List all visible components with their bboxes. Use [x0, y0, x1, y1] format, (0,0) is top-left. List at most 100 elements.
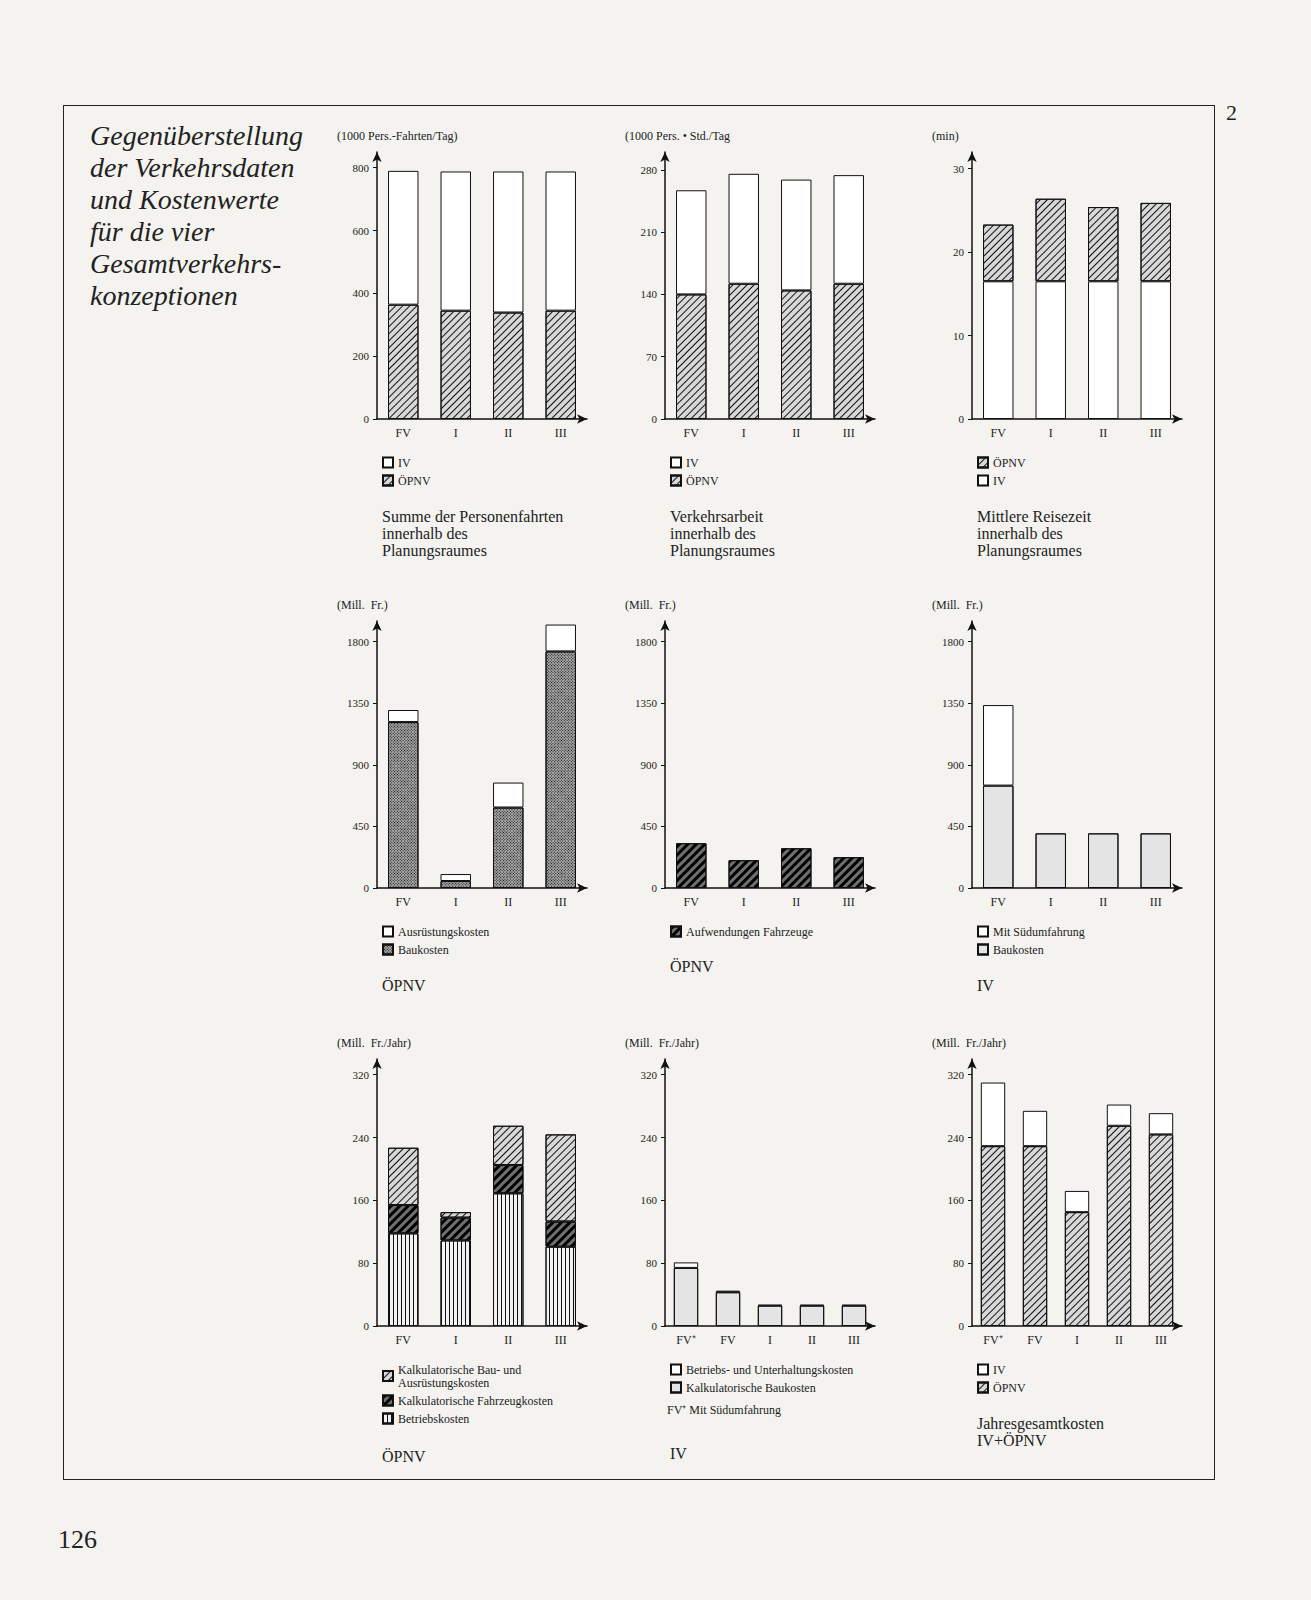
svg-text:160: 160 — [948, 1194, 965, 1206]
svg-text:Ausrüstungskosten: Ausrüstungskosten — [398, 1376, 489, 1390]
svg-text:I: I — [768, 1333, 772, 1347]
svg-text:1800: 1800 — [635, 636, 658, 648]
svg-text:210: 210 — [641, 226, 658, 238]
svg-text:II: II — [1115, 1333, 1123, 1347]
svg-text:Summe der Personenfahrten: Summe der Personenfahrten — [382, 508, 563, 525]
svg-text:160: 160 — [353, 1194, 370, 1206]
svg-text:Kalkulatorische Bau- und: Kalkulatorische Bau- und — [398, 1363, 521, 1377]
svg-text:innerhalb des: innerhalb des — [670, 525, 756, 542]
svg-text:10: 10 — [953, 330, 965, 342]
svg-text:Betriebskosten: Betriebskosten — [398, 1412, 469, 1426]
svg-text:FV: FV — [720, 1333, 736, 1347]
svg-text:III: III — [555, 895, 567, 909]
svg-text:FV⁺: FV⁺ — [983, 1333, 1002, 1347]
svg-text:IV: IV — [993, 1363, 1006, 1377]
svg-text:III: III — [1150, 895, 1162, 909]
svg-text:240: 240 — [948, 1132, 965, 1144]
svg-text:FV⁺ Mit Südumfahrung: FV⁺ Mit Südumfahrung — [667, 1403, 781, 1417]
svg-text:1350: 1350 — [942, 697, 965, 709]
svg-text:(Mill. Fr.): (Mill. Fr.) — [932, 598, 983, 612]
svg-text:70: 70 — [646, 351, 658, 363]
svg-text:I: I — [742, 895, 746, 909]
svg-text:Planungsraumes: Planungsraumes — [382, 542, 487, 560]
svg-text:(Mill. Fr./Jahr): (Mill. Fr./Jahr) — [337, 1036, 411, 1050]
svg-text:Aufwendungen Fahrzeuge: Aufwendungen Fahrzeuge — [686, 925, 813, 939]
svg-text:Baukosten: Baukosten — [398, 943, 449, 957]
svg-text:900: 900 — [641, 759, 658, 771]
svg-text:I: I — [454, 895, 458, 909]
svg-text:0: 0 — [364, 1320, 370, 1332]
svg-text:80: 80 — [646, 1257, 658, 1269]
svg-text:II: II — [504, 1333, 512, 1347]
svg-text:I: I — [1049, 895, 1053, 909]
svg-text:200: 200 — [353, 350, 370, 362]
svg-text:900: 900 — [353, 759, 370, 771]
svg-text:III: III — [843, 426, 855, 440]
svg-text:Planungsraumes: Planungsraumes — [977, 542, 1082, 560]
svg-text:II: II — [1099, 895, 1107, 909]
svg-text:II: II — [504, 895, 512, 909]
svg-text:ÖPNV: ÖPNV — [686, 474, 719, 488]
svg-text:240: 240 — [353, 1132, 370, 1144]
svg-text:IV: IV — [398, 456, 411, 470]
svg-text:I: I — [1049, 426, 1053, 440]
svg-text:20: 20 — [953, 246, 965, 258]
svg-text:900: 900 — [948, 759, 965, 771]
svg-text:FV: FV — [991, 895, 1007, 909]
svg-text:450: 450 — [948, 820, 965, 832]
svg-text:III: III — [848, 1333, 860, 1347]
svg-text:0: 0 — [364, 413, 370, 425]
svg-text:II: II — [792, 426, 800, 440]
svg-text:320: 320 — [353, 1069, 370, 1081]
svg-text:Jahresgesamtkosten: Jahresgesamtkosten — [977, 1415, 1104, 1433]
svg-text:ÖPNV: ÖPNV — [670, 958, 714, 975]
svg-text:280: 280 — [641, 164, 658, 176]
svg-text:0: 0 — [364, 882, 370, 894]
svg-text:I: I — [1075, 1333, 1079, 1347]
svg-text:II: II — [1099, 426, 1107, 440]
svg-text:(Mill. Fr.): (Mill. Fr.) — [625, 598, 676, 612]
svg-text:ÖPNV: ÖPNV — [993, 1381, 1026, 1395]
svg-text:ÖPNV: ÖPNV — [993, 456, 1026, 470]
svg-text:III: III — [555, 426, 567, 440]
svg-text:450: 450 — [353, 820, 370, 832]
svg-text:(Mill. Fr./Jahr): (Mill. Fr./Jahr) — [932, 1036, 1006, 1050]
svg-text:(Mill. Fr.): (Mill. Fr.) — [337, 598, 388, 612]
svg-text:600: 600 — [353, 225, 370, 237]
svg-text:FV: FV — [396, 895, 412, 909]
svg-text:IV: IV — [686, 456, 699, 470]
svg-text:800: 800 — [353, 162, 370, 174]
svg-text:320: 320 — [641, 1069, 658, 1081]
svg-text:II: II — [808, 1333, 816, 1347]
svg-text:0: 0 — [959, 1320, 965, 1332]
svg-text:III: III — [555, 1333, 567, 1347]
svg-text:1350: 1350 — [347, 697, 370, 709]
svg-text:400: 400 — [353, 287, 370, 299]
svg-text:FV: FV — [991, 426, 1007, 440]
svg-text:Mit Südumfahrung: Mit Südumfahrung — [993, 925, 1085, 939]
svg-text:ÖPNV: ÖPNV — [382, 977, 426, 994]
svg-text:0: 0 — [652, 882, 658, 894]
svg-text:innerhalb des: innerhalb des — [382, 525, 468, 542]
svg-text:Verkehrsarbeit: Verkehrsarbeit — [670, 508, 764, 525]
svg-text:80: 80 — [358, 1257, 370, 1269]
svg-text:240: 240 — [641, 1132, 658, 1144]
svg-text:III: III — [1155, 1333, 1167, 1347]
svg-text:1800: 1800 — [942, 636, 965, 648]
svg-text:Planungsraumes: Planungsraumes — [670, 542, 775, 560]
svg-text:IV+ÖPNV: IV+ÖPNV — [977, 1432, 1047, 1449]
svg-text:FV: FV — [396, 426, 412, 440]
svg-text:ÖPNV: ÖPNV — [382, 1448, 426, 1465]
svg-text:FV: FV — [684, 426, 700, 440]
svg-text:Kalkulatorische Baukosten: Kalkulatorische Baukosten — [686, 1381, 816, 1395]
svg-text:(1000 Pers.-Fahrten/Tag): (1000 Pers.-Fahrten/Tag) — [337, 129, 457, 143]
svg-text:IV: IV — [993, 474, 1006, 488]
svg-text:(1000 Pers. • Std./Tag: (1000 Pers. • Std./Tag — [625, 129, 730, 143]
svg-text:Ausrüstungskosten: Ausrüstungskosten — [398, 925, 489, 939]
svg-text:innerhalb des: innerhalb des — [977, 525, 1063, 542]
svg-text:I: I — [454, 1333, 458, 1347]
svg-text:1350: 1350 — [635, 697, 658, 709]
svg-text:IV: IV — [977, 977, 994, 994]
svg-text:I: I — [742, 426, 746, 440]
svg-text:Kalkulatorische Fahrzeugkosten: Kalkulatorische Fahrzeugkosten — [398, 1394, 553, 1408]
